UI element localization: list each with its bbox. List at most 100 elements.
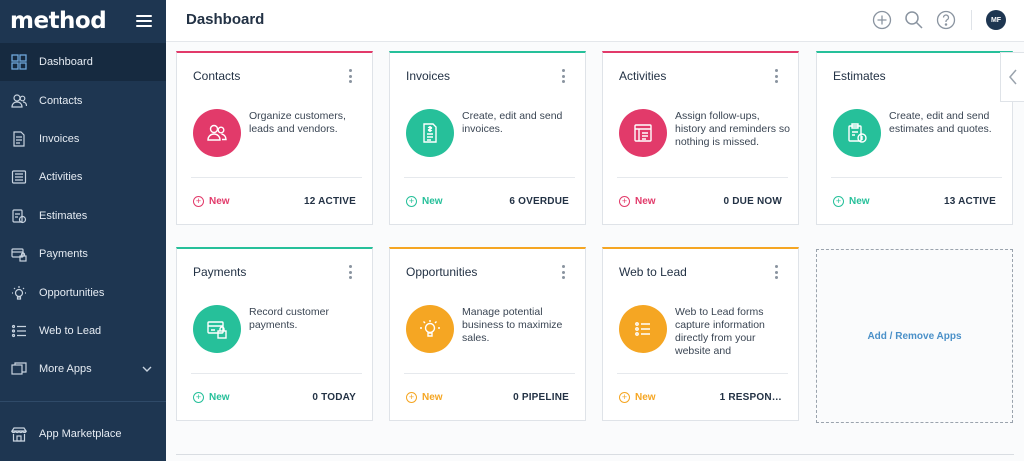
contacts-icon xyxy=(10,92,28,110)
card-payments[interactable]: Payments Record customer payments. + New … xyxy=(176,247,373,421)
card-title[interactable]: Invoices xyxy=(406,69,451,83)
kebab-menu-icon[interactable] xyxy=(348,265,352,279)
hamburger-menu-icon[interactable] xyxy=(136,14,152,27)
new-activity-button[interactable]: + New xyxy=(619,196,656,207)
card-title[interactable]: Activities xyxy=(619,69,667,83)
card-divider xyxy=(191,177,362,178)
sidebar-divider xyxy=(0,401,166,402)
chevron-down-icon[interactable] xyxy=(142,364,152,374)
plus-icon: + xyxy=(406,196,417,207)
new-opportunity-button[interactable]: + New xyxy=(406,392,443,403)
plus-icon: + xyxy=(406,392,417,403)
card-description: Create, edit and send invoices. xyxy=(462,110,563,135)
card-divider xyxy=(404,373,575,374)
card-title[interactable]: Contacts xyxy=(193,69,241,83)
kebab-menu-icon[interactable] xyxy=(774,265,778,279)
plus-icon: + xyxy=(193,392,204,403)
dashboard-icon xyxy=(10,53,28,71)
sidebar-item-label: More Apps xyxy=(39,363,92,376)
sidebar-item-label: Web to Lead xyxy=(39,324,102,337)
sidebar-item-app-marketplace[interactable]: App Marketplace xyxy=(0,415,166,453)
new-contact-button[interactable]: + New xyxy=(193,196,230,207)
plus-icon: + xyxy=(619,196,630,207)
card-divider xyxy=(617,373,788,374)
sidebar-item-label: Invoices xyxy=(39,132,80,145)
card-divider xyxy=(831,177,1002,178)
sidebar-item-opportunities[interactable]: Opportunities xyxy=(0,273,166,311)
plus-icon: + xyxy=(619,392,630,403)
user-avatar[interactable]: MF xyxy=(986,10,1006,30)
lightbulb-icon xyxy=(406,305,454,353)
sidebar-item-label: Activities xyxy=(39,171,83,184)
card-activities[interactable]: Activities Assign follow-ups, history an… xyxy=(602,51,799,225)
new-web-to-lead-button[interactable]: + New xyxy=(619,392,656,403)
card-stat[interactable]: 0 PIPELINE xyxy=(513,392,569,403)
new-invoice-button[interactable]: + New xyxy=(406,196,443,207)
checklist-icon xyxy=(619,109,667,157)
sidebar-item-label: App Marketplace xyxy=(39,428,122,441)
invoice-icon xyxy=(10,130,28,148)
card-description: Record customer payments. xyxy=(249,306,329,331)
sidebar-item-estimates[interactable]: Estimates xyxy=(0,197,166,235)
new-label: New xyxy=(422,196,443,207)
estimates-icon xyxy=(10,207,28,225)
sidebar-nav: Dashboard Contacts Invoices Activities E… xyxy=(0,43,166,389)
sidebar-item-contacts[interactable]: Contacts xyxy=(0,81,166,119)
sidebar-item-invoices[interactable]: Invoices xyxy=(0,120,166,158)
new-payment-button[interactable]: + New xyxy=(193,392,230,403)
help-icon[interactable] xyxy=(935,9,957,31)
card-stat[interactable]: 13 ACTIVE xyxy=(943,196,996,207)
sidebar-item-activities[interactable]: Activities xyxy=(0,158,166,196)
kebab-menu-icon[interactable] xyxy=(348,69,352,83)
card-divider xyxy=(191,373,362,374)
card-divider xyxy=(404,177,575,178)
new-label: New xyxy=(422,392,443,403)
more-apps-icon xyxy=(10,360,28,378)
card-description: Manage potential business to maximize sa… xyxy=(462,306,563,344)
toolbar-divider xyxy=(971,10,972,30)
kebab-menu-icon[interactable] xyxy=(774,69,778,83)
card-opportunities[interactable]: Opportunities Manage potential business … xyxy=(389,247,586,421)
lightbulb-icon xyxy=(10,284,28,302)
plus-icon: + xyxy=(193,196,204,207)
card-stat[interactable]: 0 TODAY xyxy=(312,392,356,403)
add-remove-apps-label: Add / Remove Apps xyxy=(867,330,962,342)
add-circle-icon[interactable] xyxy=(871,9,893,31)
sidebar-item-dashboard[interactable]: Dashboard xyxy=(0,43,166,82)
card-title[interactable]: Estimates xyxy=(833,69,886,83)
search-icon[interactable] xyxy=(903,9,925,31)
sidebar-item-payments[interactable]: Payments xyxy=(0,235,166,273)
list-icon xyxy=(10,322,28,340)
kebab-menu-icon[interactable] xyxy=(561,265,565,279)
collapse-panel-button[interactable] xyxy=(1000,52,1024,102)
card-stat[interactable]: 0 DUE NOW xyxy=(723,196,782,207)
store-icon xyxy=(10,425,28,443)
add-remove-apps-button[interactable]: Add / Remove Apps xyxy=(816,249,1013,423)
invoice-doc-icon xyxy=(406,109,454,157)
card-stat[interactable]: 1 RESPON… xyxy=(719,392,782,403)
card-title[interactable]: Payments xyxy=(193,265,247,279)
card-title[interactable]: Opportunities xyxy=(406,265,478,279)
card-title[interactable]: Web to Lead xyxy=(619,265,687,279)
new-estimate-button[interactable]: + New xyxy=(833,196,870,207)
kebab-menu-icon[interactable] xyxy=(561,69,565,83)
sidebar-item-web-to-lead[interactable]: Web to Lead xyxy=(0,312,166,350)
card-stat[interactable]: 6 OVERDUE xyxy=(509,196,569,207)
card-invoices[interactable]: Invoices Create, edit and send invoices.… xyxy=(389,51,586,225)
content-bottom-divider xyxy=(176,454,1014,455)
sidebar-item-label: Contacts xyxy=(39,94,83,107)
sidebar: method Dashboard Contacts Invoices Activ… xyxy=(0,0,166,461)
card-contacts[interactable]: Contacts Organize customers, leads and v… xyxy=(176,51,373,225)
sidebar-item-label: Estimates xyxy=(39,209,88,222)
sidebar-item-more-apps[interactable]: More Apps xyxy=(0,350,166,388)
method-logo[interactable]: method xyxy=(10,7,107,34)
sidebar-header: method xyxy=(0,0,166,41)
card-stat[interactable]: 12 ACTIVE xyxy=(303,196,356,207)
plus-icon: + xyxy=(833,196,844,207)
new-label: New xyxy=(849,196,870,207)
form-list-icon xyxy=(619,305,667,353)
page-title: Dashboard xyxy=(186,11,265,28)
card-estimates[interactable]: Estimates Create, edit and send estimate… xyxy=(816,51,1013,225)
card-description: Create, edit and send estimates and quot… xyxy=(889,110,992,135)
card-web-to-lead[interactable]: Web to Lead Web to Lead forms capture in… xyxy=(602,247,799,421)
